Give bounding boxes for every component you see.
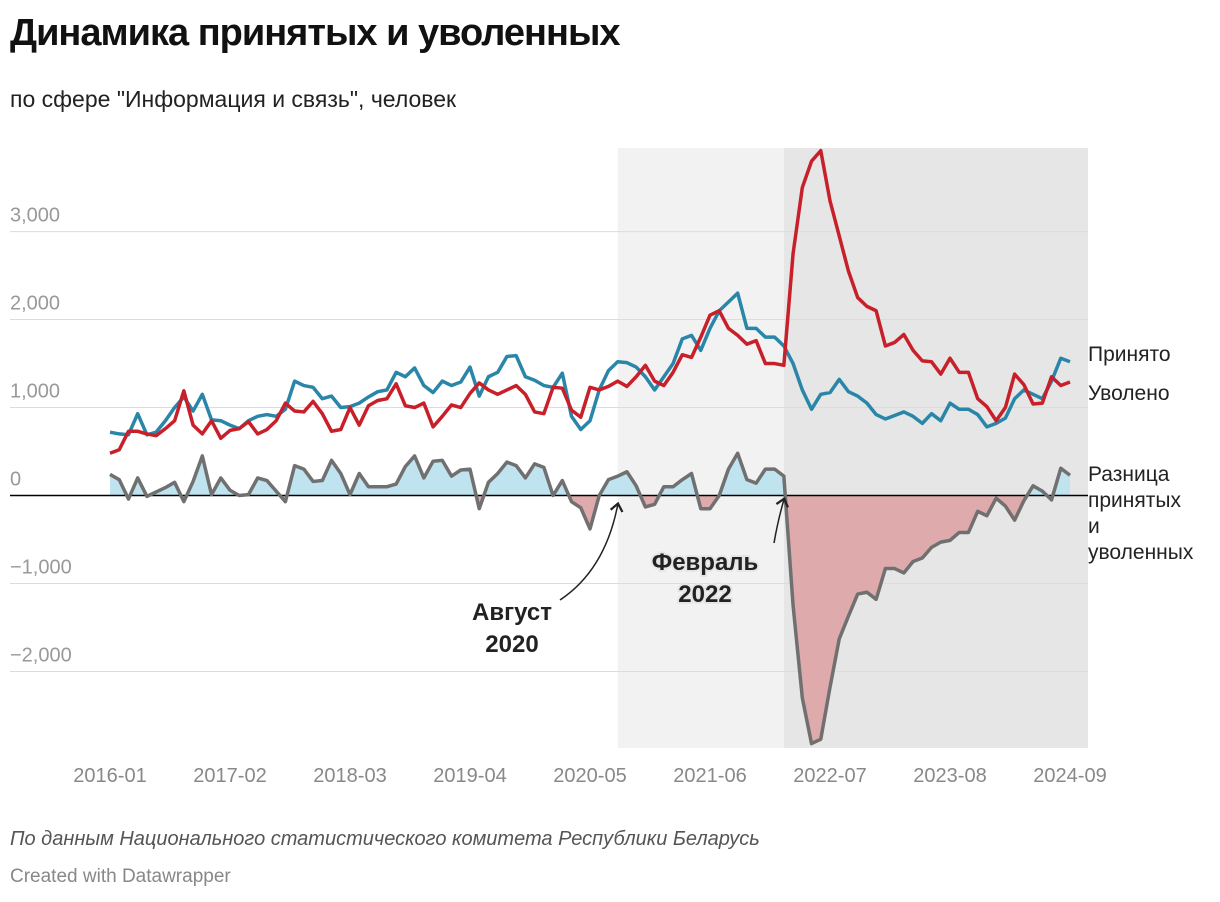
y-tick-label: 0 (10, 469, 21, 491)
chart-subtitle: по сфере "Информация и связь", человек (10, 86, 457, 112)
x-tick-label: 2024-09 (1033, 765, 1106, 787)
series-line (109, 451, 1072, 746)
x-tick-label: 2020-05 (553, 765, 626, 787)
x-tick-label: 2019-04 (433, 765, 506, 787)
source-note: По данным Национального статистического … (10, 828, 760, 850)
series-label: Разница принятых и уволенных (1088, 463, 1194, 564)
period-shade (617, 148, 784, 748)
annotation-text: Февраль (652, 549, 759, 576)
annotation-text: 2020 (485, 631, 538, 658)
annotation-text: Август (472, 599, 552, 626)
y-tick-label: 3,000 (10, 205, 60, 227)
x-tick-label: 2021-06 (673, 765, 746, 787)
annotation-text: 2022 (678, 581, 731, 608)
y-tick-label: −2,000 (10, 644, 72, 666)
x-tick-label: 2023-08 (913, 765, 986, 787)
diff-area-positive (110, 453, 1070, 496)
x-tick-label: 2022-07 (793, 765, 866, 787)
y-tick-label: 1,000 (10, 381, 60, 403)
diff-area-negative (126, 495, 1053, 744)
series-line (109, 148, 1071, 455)
y-tick-label: −1,000 (10, 556, 72, 578)
x-tick-label: 2016-01 (73, 765, 146, 787)
annotation-arrow (559, 501, 624, 601)
series-line (109, 291, 1071, 437)
annotation-arrow (773, 496, 789, 544)
chart-title: Динамика принятых и уволенных (10, 12, 621, 54)
x-tick-label: 2017-02 (193, 765, 266, 787)
series-label: Уволено (1088, 382, 1170, 405)
y-tick-label: 2,000 (10, 293, 60, 315)
series-label: Принято (1088, 343, 1171, 366)
credit: Created with Datawrapper (10, 866, 231, 887)
x-tick-label: 2018-03 (313, 765, 386, 787)
